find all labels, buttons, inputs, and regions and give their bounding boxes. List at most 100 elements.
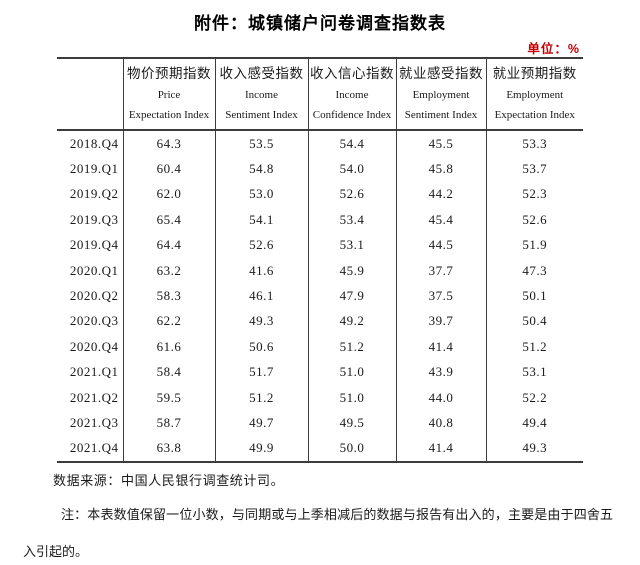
table-row: 2020.Q4 61.6 50.6 51.2 41.4 51.2 [57, 334, 583, 360]
table-row: 2019.Q3 65.4 54.1 53.4 45.4 52.6 [57, 207, 583, 233]
period-cell: 2019.Q1 [57, 156, 124, 182]
value-cell: 63.8 [123, 435, 216, 463]
table-row: 2020.Q2 58.3 46.1 47.9 37.5 50.1 [57, 283, 583, 309]
column-zh-label: 就业感受指数 [399, 66, 483, 81]
value-cell: 44.2 [396, 181, 487, 208]
value-cell: 53.4 [308, 207, 397, 233]
page-title: 附件：城镇储户问卷调查指数表 [194, 14, 446, 33]
table-row: 2019.Q4 64.4 52.6 53.1 44.5 51.9 [57, 232, 583, 258]
value-cell: 60.4 [123, 156, 216, 182]
value-cell: 40.8 [396, 410, 487, 436]
value-cell: 44.5 [396, 232, 487, 258]
value-cell: 54.4 [308, 130, 397, 157]
value-cell: 52.6 [522, 211, 548, 227]
value-cell: 58.3 [123, 283, 216, 309]
value-cell: 41.4 [396, 334, 487, 360]
value-cell: 49.7 [215, 410, 309, 436]
column-en-line1: Income [245, 89, 278, 101]
table-row: 2021.Q2 59.5 51.2 51.0 44.0 52.2 [57, 384, 583, 411]
column-header-employment-expectation: 就业预期指数 Employment Expectation Index [486, 58, 583, 131]
value-cell: 62.0 [123, 181, 216, 208]
value-cell: 51.0 [308, 359, 397, 385]
column-en-line2: Sentiment Index [404, 109, 478, 121]
value-cell: 64.3 [123, 130, 216, 157]
table-body: 2018.Q4 64.3 53.5 54.4 45.5 53.3 2019.Q1 60.4 54… [57, 130, 583, 463]
value-cell: 51.9 [522, 237, 548, 253]
value-cell: 53.5 [215, 130, 309, 157]
survey-index-table: 物价预期指数 Price Expectation Index 收入感受指数 In… [57, 57, 583, 464]
period-cell: 2020.Q3 [57, 308, 124, 335]
value-cell: 49.2 [308, 308, 397, 335]
value-cell: 54.1 [215, 207, 309, 233]
table-header-row: 物价预期指数 Price Expectation Index 收入感受指数 In… [57, 58, 583, 131]
period-cell: 2021.Q1 [57, 359, 124, 385]
value-cell: 37.7 [396, 257, 487, 284]
column-zh-label: 物价预期指数 [127, 66, 211, 81]
value-cell: 49.4 [522, 414, 548, 430]
table-row: 2019.Q1 60.4 54.8 54.0 45.8 53.7 [57, 156, 583, 182]
value-cell: 45.8 [396, 156, 487, 182]
value-cell: 64.4 [123, 232, 216, 258]
value-cell: 51.2 [308, 334, 397, 360]
column-zh-label: 收入感受指数 [219, 66, 304, 81]
column-en-line2: Expectation Index [128, 109, 210, 121]
rounding-note: 注：本表数值保留一位小数，与同期或与上季相减后的数据与报告有出入的，主要是由于四… [23, 507, 613, 559]
value-cell: 52.2 [522, 389, 548, 405]
table-row: 2021.Q3 58.7 49.7 49.5 40.8 49.4 [57, 410, 583, 436]
value-cell: 54.8 [215, 156, 309, 182]
table-row: 2021.Q1 58.4 51.7 51.0 43.9 53.1 [57, 359, 583, 385]
value-cell: 50.0 [308, 435, 397, 463]
value-cell: 41.6 [215, 257, 309, 284]
value-cell: 54.0 [308, 156, 397, 182]
value-cell: 63.2 [123, 257, 216, 284]
period-cell: 2020.Q4 [57, 334, 124, 360]
value-cell: 41.4 [396, 435, 487, 463]
column-header-price-expectation: 物价预期指数 Price Expectation Index [123, 58, 216, 131]
period-cell: 2020.Q1 [57, 257, 124, 284]
table-row: 2020.Q1 63.2 41.6 45.9 37.7 47.3 [57, 257, 583, 284]
value-cell: 44.0 [396, 384, 487, 411]
value-cell: 52.6 [308, 181, 397, 208]
value-cell: 45.9 [308, 257, 397, 284]
value-cell: 49.5 [308, 410, 397, 436]
period-cell: 2018.Q4 [57, 130, 124, 157]
period-cell: 2019.Q2 [57, 181, 124, 208]
value-cell: 53.1 [522, 364, 548, 380]
value-cell: 51.2 [522, 338, 548, 354]
corner-cell [57, 58, 124, 131]
value-cell: 39.7 [396, 308, 487, 335]
value-cell: 53.0 [215, 181, 309, 208]
value-cell: 50.1 [522, 288, 548, 304]
value-cell: 53.3 [522, 135, 548, 151]
value-cell: 52.6 [215, 232, 309, 258]
table-row: 2019.Q2 62.0 53.0 52.6 44.2 52.3 [57, 181, 583, 208]
value-cell: 47.9 [308, 283, 397, 309]
column-en-line1: Income [335, 89, 369, 101]
table-row: 2020.Q3 62.2 49.3 49.2 39.7 50.4 [57, 308, 583, 335]
value-cell: 52.3 [522, 186, 548, 202]
period-cell: 2021.Q3 [57, 410, 124, 436]
column-en-line2: Sentiment Index [225, 109, 298, 121]
column-en-line2: Expectation Index [494, 109, 575, 121]
value-cell: 47.3 [522, 262, 548, 278]
value-cell: 62.2 [123, 308, 216, 335]
value-cell: 50.4 [522, 313, 548, 329]
column-header-employment-sentiment: 就业感受指数 Employment Sentiment Index [396, 58, 487, 131]
value-cell: 51.2 [215, 384, 309, 411]
value-cell: 46.1 [215, 283, 309, 309]
value-cell: 43.9 [396, 359, 487, 385]
value-cell: 53.7 [522, 161, 548, 177]
unit-label: 单位：% [527, 42, 580, 56]
value-cell: 58.4 [123, 359, 216, 385]
column-zh-label: 就业预期指数 [492, 66, 577, 81]
value-cell: 37.5 [396, 283, 487, 309]
value-cell: 58.7 [123, 410, 216, 436]
source-note: 数据来源：中国人民银行调查统计司。 [53, 473, 285, 488]
period-cell: 2019.Q3 [57, 207, 124, 233]
column-header-income-sentiment: 收入感受指数 Income Sentiment Index [215, 58, 309, 131]
value-cell: 61.6 [123, 334, 216, 360]
value-cell: 50.6 [215, 334, 309, 360]
table-row: 2021.Q4 63.8 49.9 50.0 41.4 49.3 [57, 435, 583, 463]
value-cell: 65.4 [123, 207, 216, 233]
